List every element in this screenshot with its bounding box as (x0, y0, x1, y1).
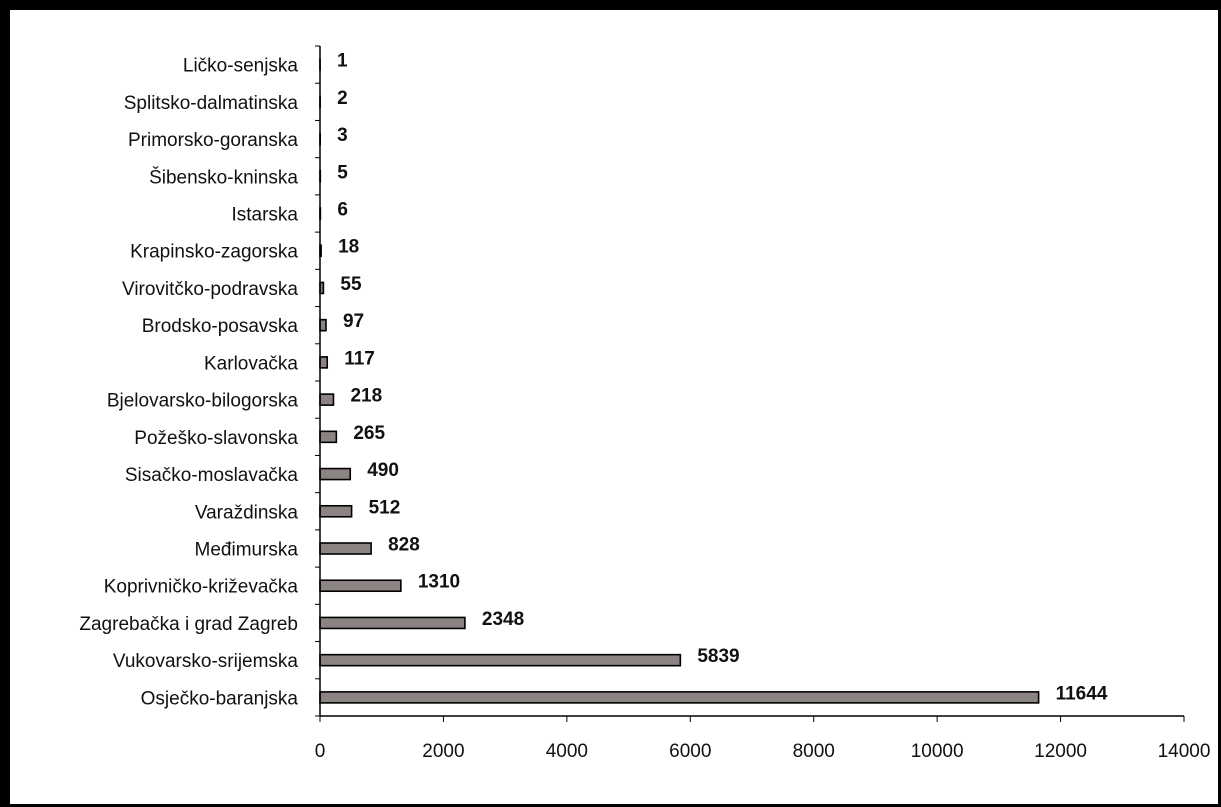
category-label-13: Međimurska (195, 540, 299, 561)
x-tick-label-3: 6000 (669, 741, 711, 762)
bar-8 (320, 357, 327, 368)
value-label-17: 11644 (1056, 683, 1108, 704)
x-tick-label-1: 2000 (422, 741, 464, 762)
bar-7 (320, 320, 326, 331)
value-label-14: 1310 (418, 572, 460, 593)
value-label-16: 5839 (697, 646, 739, 667)
value-label-9: 218 (350, 386, 382, 407)
bar-15 (320, 617, 465, 628)
bars-group (320, 59, 1039, 703)
bar-12 (320, 506, 352, 517)
value-labels: 1 2 3 5 6 18 55 97 117 218 265 490 512 828 1310 2348 583… (337, 51, 1108, 705)
category-label-16: Vukovarsko-srijemska (113, 651, 299, 672)
x-tick-label-2: 4000 (546, 741, 588, 762)
bar-13 (320, 543, 371, 554)
category-label-12: Varaždinska (195, 502, 299, 523)
value-label-4: 6 (337, 200, 348, 221)
bar-14 (320, 580, 401, 591)
category-label-5: Krapinsko-zagorska (130, 242, 298, 263)
x-tick-label-5: 10000 (911, 741, 964, 762)
value-label-13: 828 (388, 535, 420, 556)
category-label-4: Istarska (231, 205, 298, 226)
category-labels: Ličko-senjska Splitsko-dalmatinska Primors… (79, 56, 298, 710)
category-label-10: Požeško-slavonska (134, 428, 298, 449)
category-label-1: Splitsko-dalmatinska (124, 93, 299, 114)
value-label-7: 97 (343, 311, 364, 332)
value-label-0: 1 (337, 51, 348, 72)
bar-16 (320, 655, 680, 666)
value-label-12: 512 (369, 497, 401, 518)
category-label-2: Primorsko-goranska (128, 130, 298, 151)
value-label-2: 3 (337, 125, 348, 146)
x-tick-label-0: 0 (315, 741, 326, 762)
value-label-6: 55 (340, 274, 362, 295)
bar-17 (320, 692, 1039, 703)
value-label-8: 117 (344, 348, 375, 369)
bar-11 (320, 469, 350, 480)
category-label-11: Sisačko-moslavačka (125, 465, 299, 486)
category-label-6: Virovitčko-podravska (122, 279, 298, 300)
value-label-1: 2 (337, 88, 348, 109)
x-tick-label-7: 14000 (1158, 741, 1211, 762)
category-label-14: Koprivničko-križevačka (104, 577, 299, 598)
x-tick-label-6: 12000 (1034, 741, 1087, 762)
bar-10 (320, 431, 336, 442)
x-tick-label-4: 8000 (793, 741, 835, 762)
category-label-9: Bjelovarsko-bilogorska (107, 391, 299, 412)
value-label-5: 18 (338, 237, 359, 258)
value-label-11: 490 (367, 460, 399, 481)
category-label-0: Ličko-senjska (183, 56, 299, 77)
bar-9 (320, 394, 333, 405)
value-label-10: 265 (353, 423, 385, 444)
value-label-3: 5 (337, 162, 348, 183)
bar-chart: Ličko-senjska Splitsko-dalmatinska Primors… (10, 10, 1218, 804)
category-label-3: Šibensko-kninska (149, 166, 298, 188)
category-label-7: Brodsko-posavska (142, 316, 299, 337)
category-label-17: Osječko-baranjska (141, 688, 299, 709)
category-label-15: Zagrebačka i grad Zagreb (79, 614, 298, 635)
category-label-8: Karlovačka (204, 353, 298, 374)
value-label-15: 2348 (482, 609, 524, 630)
